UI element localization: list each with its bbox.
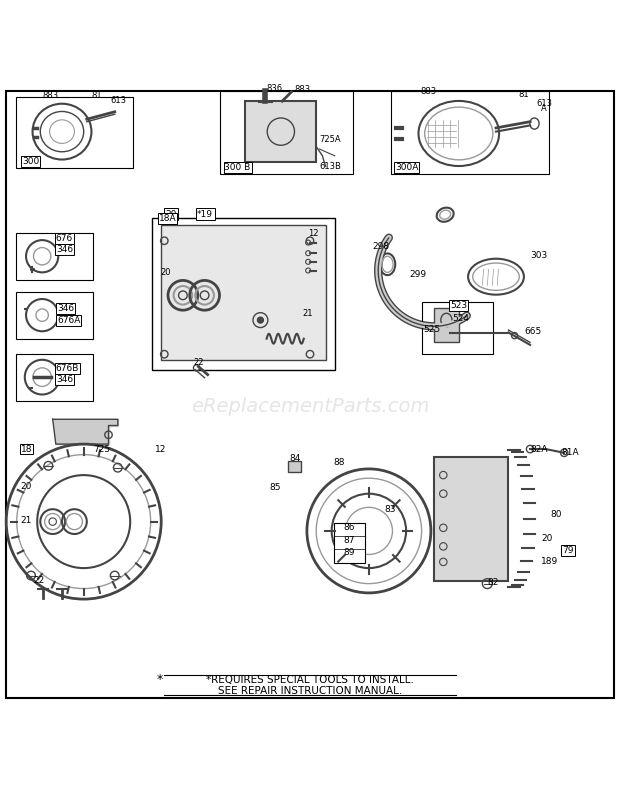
Text: 79: 79 <box>562 546 574 555</box>
Text: 298: 298 <box>373 241 390 251</box>
Bar <box>220 91 353 174</box>
Bar <box>434 308 459 342</box>
Text: 18A: 18A <box>159 214 176 223</box>
Bar <box>288 461 301 472</box>
Text: 80: 80 <box>550 510 562 518</box>
Text: 676: 676 <box>56 234 73 243</box>
Text: 86: 86 <box>343 523 355 533</box>
Text: 523: 523 <box>450 301 467 310</box>
Text: 81: 81 <box>92 92 102 100</box>
Text: 89: 89 <box>343 548 355 557</box>
Bar <box>245 101 316 162</box>
Text: 18: 18 <box>20 444 32 454</box>
Text: 613: 613 <box>110 96 126 105</box>
Text: 22: 22 <box>193 357 204 367</box>
Text: 300 B: 300 B <box>224 163 250 172</box>
Text: 81A: 81A <box>561 447 578 457</box>
Text: 883: 883 <box>294 85 311 94</box>
Text: eReplacementParts.com: eReplacementParts.com <box>191 398 429 417</box>
Bar <box>16 292 93 338</box>
Text: 85: 85 <box>270 483 281 492</box>
Text: SEE REPAIR INSTRUCTION MANUAL.: SEE REPAIR INSTRUCTION MANUAL. <box>218 686 402 696</box>
Bar <box>334 523 365 563</box>
Bar <box>152 218 335 370</box>
Text: 300A: 300A <box>395 163 418 172</box>
Text: 300: 300 <box>22 157 40 166</box>
Bar <box>422 301 493 354</box>
Text: 303: 303 <box>530 251 547 260</box>
Text: 21: 21 <box>302 308 312 318</box>
Text: 20: 20 <box>541 534 552 544</box>
Text: 346: 346 <box>56 375 73 384</box>
Text: 20: 20 <box>166 210 177 219</box>
Bar <box>161 225 326 361</box>
Text: 525: 525 <box>423 326 440 335</box>
Text: 613B: 613B <box>319 163 341 171</box>
Text: 20: 20 <box>160 268 171 278</box>
Text: *19: *19 <box>197 210 213 219</box>
Text: 346: 346 <box>56 245 73 254</box>
Text: 299: 299 <box>409 270 427 279</box>
Text: 725A: 725A <box>319 135 341 144</box>
Text: 81: 81 <box>518 90 529 99</box>
Text: 676A: 676A <box>57 316 81 325</box>
Text: 82A: 82A <box>530 444 547 454</box>
Bar <box>16 354 93 401</box>
Text: 665: 665 <box>524 327 541 336</box>
Text: A: A <box>541 104 546 113</box>
Text: 524: 524 <box>453 314 469 323</box>
Bar <box>16 97 133 168</box>
Text: 613: 613 <box>536 99 552 107</box>
Text: 20: 20 <box>20 482 32 491</box>
Text: 87: 87 <box>343 536 355 544</box>
Text: 883: 883 <box>42 92 58 100</box>
Text: 836: 836 <box>267 84 283 92</box>
Bar <box>434 457 508 581</box>
Text: 883: 883 <box>420 87 436 95</box>
Bar <box>16 234 93 280</box>
Text: 84: 84 <box>289 454 300 463</box>
Circle shape <box>257 317 264 323</box>
Polygon shape <box>53 419 118 444</box>
Text: 82: 82 <box>487 578 498 588</box>
Text: 12: 12 <box>155 444 166 454</box>
Text: 725: 725 <box>93 445 110 454</box>
Text: 12: 12 <box>308 230 319 238</box>
Bar <box>391 91 549 174</box>
Text: 22: 22 <box>33 576 44 585</box>
Text: 21: 21 <box>20 516 32 525</box>
Text: 676B: 676B <box>56 364 79 373</box>
Text: 83: 83 <box>384 505 396 514</box>
Text: 88: 88 <box>333 458 345 467</box>
Text: *: * <box>156 673 162 686</box>
Text: 346: 346 <box>57 304 74 312</box>
Text: *REQUIRES SPECIAL TOOLS TO INSTALL.: *REQUIRES SPECIAL TOOLS TO INSTALL. <box>206 675 414 685</box>
Text: 189: 189 <box>541 557 558 567</box>
